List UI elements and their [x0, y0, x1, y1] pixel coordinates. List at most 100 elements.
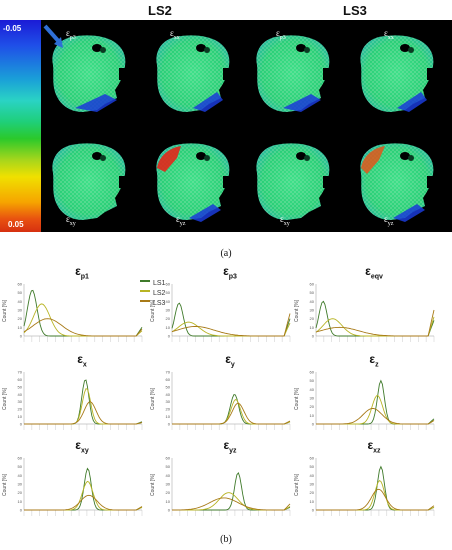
y-tick-label: 50: [310, 290, 315, 295]
series-line-ls1: [171, 302, 291, 337]
y-tick-label: 10: [166, 325, 171, 330]
y-tick-label: 0: [312, 422, 315, 427]
y-axis-label: Count [%]: [2, 388, 8, 410]
series-line-ls2: [315, 316, 435, 337]
chart-title: εp1: [75, 264, 89, 281]
y-tick-label: 30: [18, 308, 23, 313]
y-tick-label: 30: [18, 399, 23, 404]
series-line-ls3: [316, 407, 435, 425]
series-line-ls2: [24, 480, 143, 511]
y-tick-label: 30: [310, 396, 315, 401]
ls3-header: LS3: [343, 3, 367, 18]
legend-label: LS1: [153, 280, 166, 287]
tile-label-7: εxy: [280, 214, 290, 227]
y-tick-label: 50: [18, 464, 23, 469]
y-tick-label: 40: [18, 392, 23, 397]
histogram-chart: 0 10 20 30 40 50 60 70: [18, 370, 143, 430]
histogram-chart: 0 10 20 30 40 50 60: [310, 370, 435, 430]
y-tick-label: 60: [18, 377, 23, 382]
y-tick-label: 0: [20, 422, 23, 427]
y-tick-label: 40: [166, 299, 171, 304]
series-line-ls2: [172, 492, 291, 511]
y-tick-label: 50: [310, 378, 315, 383]
series-line-ls1: [316, 465, 435, 511]
y-axis-label: Count [%]: [294, 300, 300, 322]
series-line-ls3: [24, 401, 143, 425]
tile-label-3: εp3: [276, 28, 286, 41]
legend-item: LS3: [140, 292, 165, 310]
chart-title: εz: [369, 352, 379, 369]
tile-label-6: εyz: [176, 214, 186, 227]
y-tick-label: 50: [310, 464, 315, 469]
y-tick-label: 40: [18, 473, 23, 478]
y-tick-label: 20: [166, 490, 171, 495]
y-tick-label: 50: [18, 384, 23, 389]
series-line-ls3: [316, 488, 435, 511]
y-tick-label: 40: [310, 473, 315, 478]
tile-label-2: εxx: [170, 28, 180, 41]
y-tick-label: 60: [18, 282, 23, 287]
y-tick-label: 10: [166, 499, 171, 504]
y-tick-label: 30: [18, 482, 23, 487]
y-tick-label: 40: [166, 473, 171, 478]
series-line-ls3: [172, 497, 291, 511]
caption-b: (b): [220, 534, 232, 545]
legend-label: LS3: [153, 300, 166, 307]
y-tick-label: 60: [18, 456, 23, 461]
histogram-chart: 0 10 20 30 40 50 60: [166, 456, 291, 516]
strain-maps-svg: [43, 24, 435, 222]
y-tick-label: 30: [166, 482, 171, 487]
y-tick-label: 20: [310, 490, 315, 495]
histogram-chart: 0 10 20 30 40 50 60: [18, 456, 143, 516]
y-tick-label: 0: [312, 508, 315, 513]
y-tick-label: 40: [166, 392, 171, 397]
series-line-ls2: [171, 321, 291, 337]
y-tick-label: 0: [168, 422, 171, 427]
tile-label-4: εxx: [384, 28, 394, 41]
y-tick-label: 0: [20, 334, 23, 339]
y-tick-label: 50: [166, 290, 171, 295]
y-tick-label: 70: [18, 370, 23, 375]
series-line-ls3: [172, 402, 291, 425]
y-tick-label: 60: [166, 377, 171, 382]
chart-title: εp3: [223, 264, 237, 281]
series-line-ls1: [316, 379, 435, 425]
y-tick-label: 10: [310, 325, 315, 330]
chart-title: εx: [77, 352, 87, 369]
y-axis-label: Count [%]: [150, 388, 156, 410]
y-tick-label: 0: [312, 334, 315, 339]
series-line-ls3: [315, 309, 435, 337]
series-line-ls1: [24, 379, 143, 425]
y-tick-label: 40: [310, 299, 315, 304]
legend-label: LS2: [153, 290, 166, 297]
y-tick-label: 10: [18, 325, 23, 330]
series-line-ls1: [172, 471, 291, 511]
y-tick-label: 40: [310, 387, 315, 392]
chart-title: εeqv: [365, 264, 383, 281]
series-line-ls3: [171, 313, 291, 337]
colorbar-min-label: 0.05: [8, 220, 24, 229]
legend-swatch: [140, 290, 150, 292]
axis-line: [23, 458, 142, 511]
series-line-ls2: [24, 388, 143, 425]
tile-label-5: εxy: [66, 214, 76, 227]
y-tick-label: 20: [18, 316, 23, 321]
y-tick-label: 60: [166, 456, 171, 461]
series-line-ls3: [24, 494, 143, 511]
y-tick-label: 70: [166, 370, 171, 375]
histogram-chart: 0 10 20 30 40 50 60: [310, 282, 435, 342]
legend-item: LS2: [140, 282, 165, 300]
colorbar: [0, 20, 42, 232]
y-tick-label: 10: [166, 414, 171, 419]
y-tick-label: 0: [168, 334, 171, 339]
series-line-ls3: [23, 318, 143, 337]
histogram-chart: 0 10 20 30 40 50 60: [310, 456, 435, 516]
y-axis-label: Count [%]: [294, 388, 300, 410]
y-tick-label: 50: [166, 384, 171, 389]
y-tick-label: 20: [18, 407, 23, 412]
legend-swatch: [140, 280, 150, 282]
histogram-chart: 0 10 20 30 40 50 60 70: [166, 370, 291, 430]
chart-title: εy: [225, 352, 235, 369]
y-tick-label: 30: [310, 308, 315, 313]
colorbar-max-label: -0.05: [3, 24, 22, 33]
